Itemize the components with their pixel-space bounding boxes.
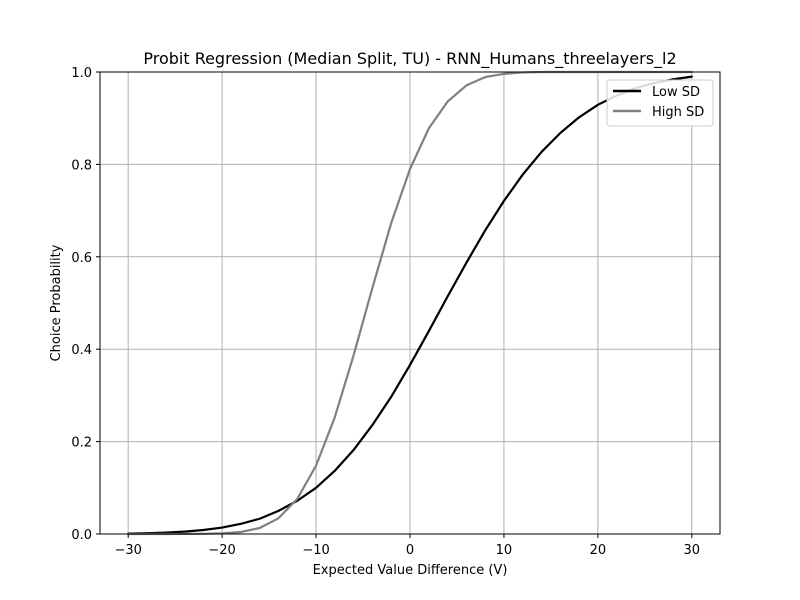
x-tick-label: 30 (684, 543, 701, 558)
legend: Low SD High SD (606, 79, 714, 127)
y-tick-label: 0.0 (71, 528, 92, 543)
y-tick-label: 0.4 (71, 343, 92, 358)
axis-ticks: −30 −20 −10 0 10 20 30 0.0 0.2 0.4 0.6 0.8 1.0 (71, 66, 700, 558)
x-axis-label: Expected Value Difference (V) (313, 563, 508, 578)
y-axis-label: Choice Probability (49, 244, 64, 361)
y-tick-label: 0.8 (71, 158, 92, 173)
series-line-low-sd (127, 75, 693, 535)
x-tick-label: −10 (302, 543, 329, 558)
legend-label-low-sd: Low SD (652, 85, 700, 100)
x-tick-label: −20 (208, 543, 235, 558)
x-tick-label: 20 (590, 543, 607, 558)
x-tick-label: 10 (496, 543, 513, 558)
y-tick-label: 0.2 (71, 436, 92, 451)
chart-title: Probit Regression (Median Split, TU) - R… (143, 49, 676, 69)
legend-label-high-sd: High SD (652, 105, 704, 120)
y-tick-label: 1.0 (71, 66, 92, 81)
x-tick-label: −30 (114, 543, 141, 558)
x-tick-label: 0 (406, 543, 414, 558)
y-tick-label: 0.6 (71, 251, 92, 266)
